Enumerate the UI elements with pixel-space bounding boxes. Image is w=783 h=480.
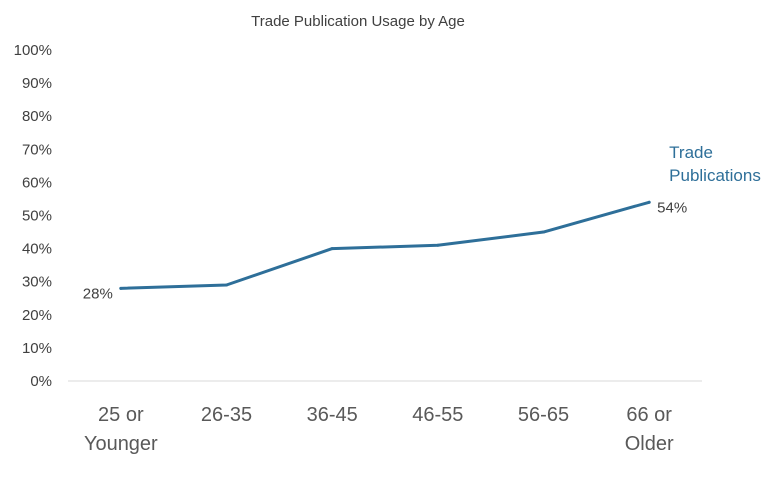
data-label: 54% [657,199,687,216]
x-tick-label: 26-35 [201,404,252,426]
y-tick-label: 0% [30,373,52,390]
y-tick-label: 80% [22,108,52,125]
y-tick-label: 90% [22,75,52,92]
data-point [647,200,651,204]
data-point [330,247,334,251]
y-tick-label: 30% [22,274,52,291]
x-axis: 25 or Younger 26-35 36-45 46-55 56-65 66 or Old… [84,404,674,455]
y-tick-label: 70% [22,141,52,158]
series-label: Publications [669,166,761,185]
data-labels: 28% 54% [83,199,687,302]
series-line [119,200,651,290]
x-tick-label: 36-45 [307,404,358,426]
y-tick-label: 50% [22,208,52,225]
x-tick-label: Older [625,433,674,455]
y-axis: 0% 10% 20% 30% 40% 50% 60% 70% 80% 90% 100% [14,42,52,390]
series-label: Trade [669,143,713,162]
y-tick-label: 10% [22,340,52,357]
chart-title: Trade Publication Usage by Age [251,13,465,30]
data-label: 28% [83,285,113,302]
data-point [436,243,440,247]
y-tick-label: 100% [14,42,52,59]
y-tick-label: 40% [22,241,52,258]
y-tick-label: 60% [22,174,52,191]
y-tick-label: 20% [22,307,52,324]
x-tick-label: 66 or [626,404,672,426]
data-point [225,283,228,287]
x-tick-label: 25 or [98,404,144,426]
series-layer: Trade Publications [119,143,761,290]
x-tick-label: Younger [84,433,158,455]
data-point [542,230,545,234]
x-tick-label: 46-55 [412,404,463,426]
x-tick-label: 56-65 [518,404,569,426]
data-point [119,286,123,290]
